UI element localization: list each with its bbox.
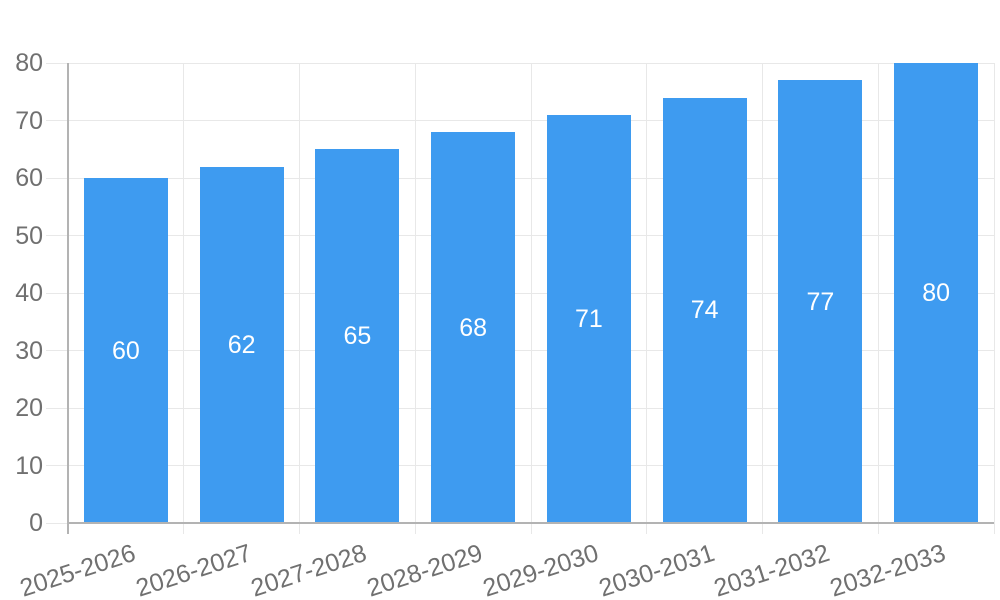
x-gridline (299, 63, 300, 534)
bar: 60 (83, 178, 168, 523)
bar: 71 (546, 114, 631, 523)
bar-value-label: 68 (459, 313, 488, 342)
y-gridline (46, 235, 994, 236)
x-gridline (762, 63, 763, 534)
bar-value-label: 71 (574, 304, 603, 333)
y-gridline (46, 292, 994, 294)
y-gridline (46, 350, 994, 351)
y-axis-tick-label: 20 (15, 394, 43, 422)
bar: 68 (431, 132, 516, 523)
bar-value-label: 65 (343, 322, 372, 351)
x-gridline (993, 63, 995, 534)
bar: 65 (315, 149, 400, 523)
y-axis-tick-label: 80 (15, 49, 43, 77)
x-axis-line (67, 522, 994, 524)
bar: 74 (662, 97, 747, 523)
bar-value-label: 62 (227, 330, 256, 359)
y-axis-tick-label: 70 (15, 106, 43, 135)
y-axis-line (67, 63, 69, 534)
y-axis-tick-label: 40 (15, 279, 43, 307)
y-gridline (46, 407, 994, 409)
y-axis-tick-label: 0 (29, 509, 43, 537)
bar-value-label: 77 (806, 287, 835, 316)
bar: 62 (199, 166, 284, 523)
y-axis-tick-label: 10 (15, 451, 43, 480)
x-gridline (414, 63, 416, 534)
bar-value-label: 74 (690, 296, 719, 325)
y-tick-mark (46, 522, 68, 524)
y-gridline (46, 62, 994, 64)
bar: 77 (778, 80, 863, 523)
y-gridline (46, 177, 994, 179)
x-gridline (530, 63, 532, 534)
x-gridline (877, 63, 879, 534)
y-gridline (46, 120, 994, 121)
y-axis-tick-label: 50 (15, 221, 43, 250)
y-axis-tick-label: 30 (15, 336, 43, 365)
x-gridline (183, 63, 185, 534)
y-gridline (46, 465, 994, 466)
bar-value-label: 80 (922, 279, 951, 307)
y-axis-tick-label: 60 (15, 164, 43, 192)
bar-value-label: 60 (111, 336, 140, 365)
bar: 80 (894, 63, 979, 523)
x-gridline (646, 63, 648, 534)
